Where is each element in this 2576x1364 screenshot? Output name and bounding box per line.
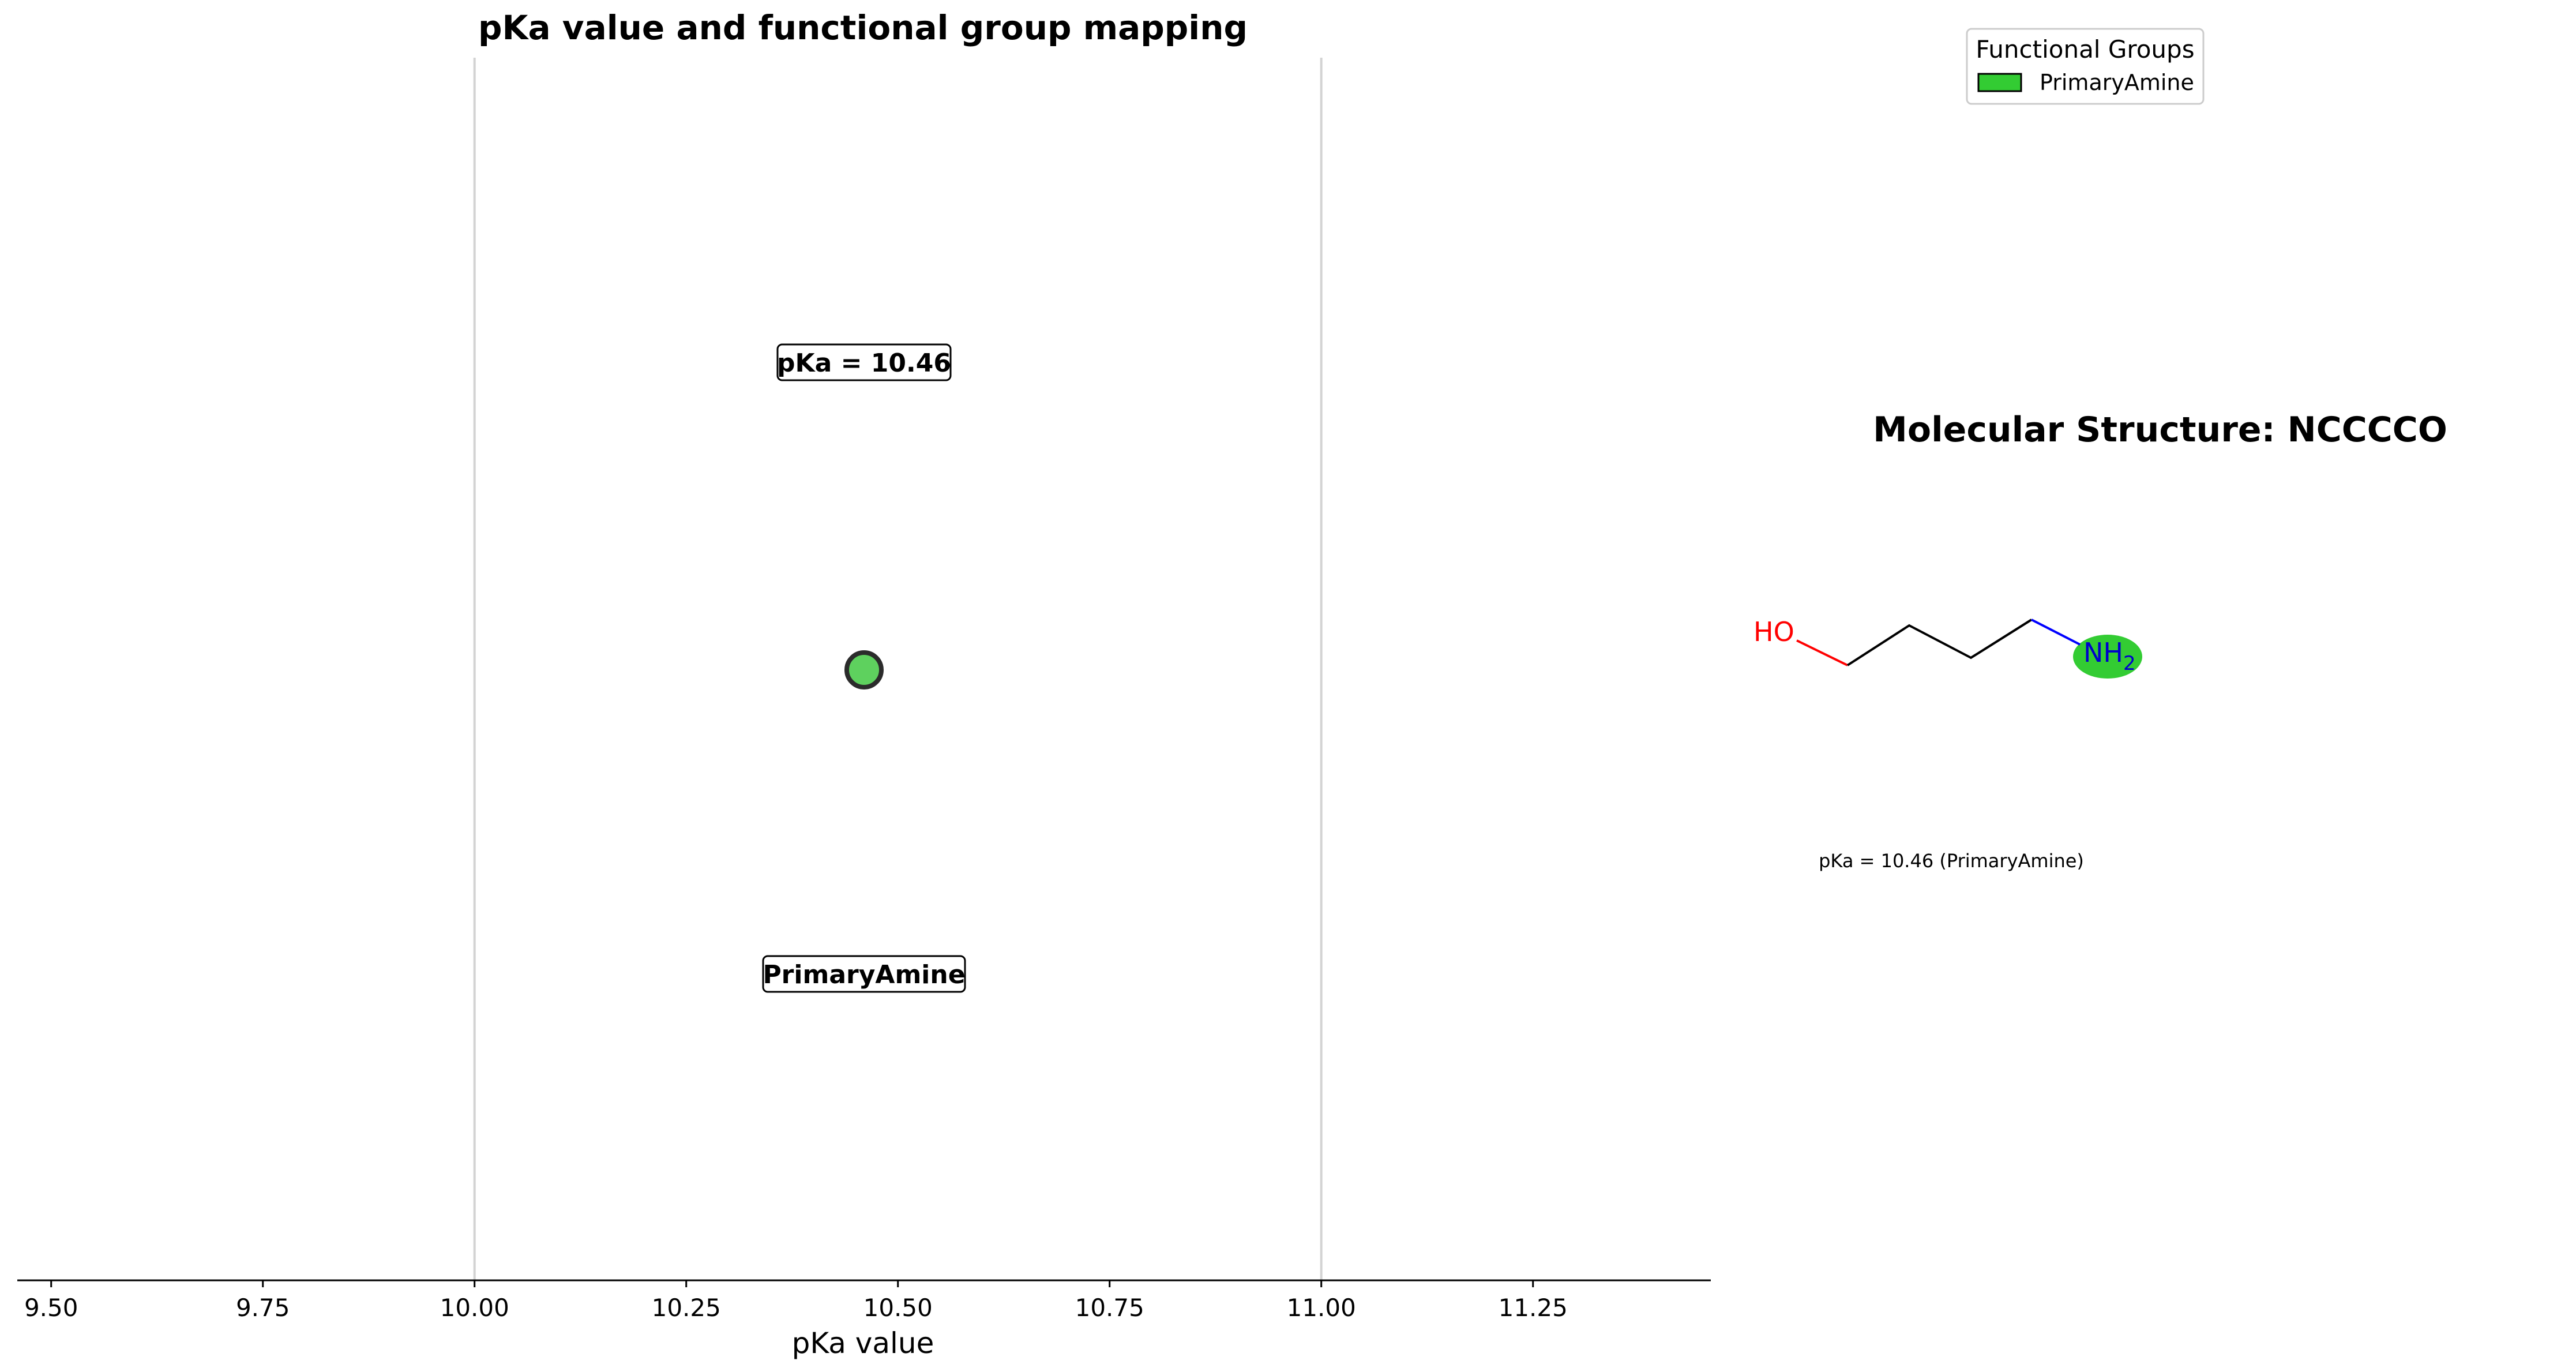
hydroxyl-atom-label: HO — [1753, 616, 1794, 647]
x-tick-label: 10.00 — [440, 1294, 509, 1322]
chart-title: pKa value and functional group mapping — [478, 8, 1248, 47]
point-group-label: PrimaryAmine — [762, 955, 966, 993]
point-value-label-box — [776, 343, 952, 381]
legend-frame — [1966, 28, 2205, 105]
point-group-label-box — [762, 955, 966, 993]
legend: Functional Groups PrimaryAmine — [1966, 28, 2205, 105]
point-value-label: pKa = 10.46 — [776, 343, 952, 381]
x-tick-label: 11.25 — [1499, 1294, 1568, 1322]
data-point — [844, 650, 884, 690]
amine-atom-symbol: NH — [2083, 637, 2123, 668]
x-axis-ticks: 9.50 9.75 10.00 10.25 10.50 10.75 11.00 11.25 — [24, 1280, 1568, 1322]
point-value-label-text: pKa = 10.46 — [777, 349, 951, 378]
legend-swatch-primary-amine — [1977, 73, 2022, 92]
carbon-chain — [1846, 619, 2033, 666]
molecule-structure: HO NH2 — [1753, 616, 2142, 679]
x-tick-label: 11.00 — [1287, 1294, 1356, 1322]
x-tick-label: 10.75 — [1075, 1294, 1144, 1322]
legend-title: Functional Groups — [1976, 35, 2194, 63]
x-tick-label: 10.50 — [863, 1294, 933, 1322]
molecule-caption: pKa = 10.46 (PrimaryAmine) — [1819, 850, 2084, 872]
bond-o-c1 — [1796, 639, 1848, 666]
point-group-label-text: PrimaryAmine — [763, 960, 965, 990]
amine-subscript: 2 — [2123, 652, 2136, 675]
molecule-title: Molecular Structure: NCCCCO — [1873, 410, 2447, 450]
amine-atom-label: NH2 — [2083, 637, 2136, 675]
x-axis-label: pKa value — [792, 1326, 934, 1360]
bond-c4-n — [2031, 619, 2081, 646]
x-tick-label: 9.50 — [24, 1294, 78, 1322]
amine-highlight — [2073, 635, 2142, 679]
x-tick-label: 10.25 — [652, 1294, 721, 1322]
legend-entry-label: PrimaryAmine — [2040, 70, 2194, 95]
reference-lines — [473, 58, 1323, 1280]
points-layer: pKa = 10.46 PrimaryAmine — [762, 343, 966, 993]
x-tick-label: 9.75 — [236, 1294, 290, 1322]
